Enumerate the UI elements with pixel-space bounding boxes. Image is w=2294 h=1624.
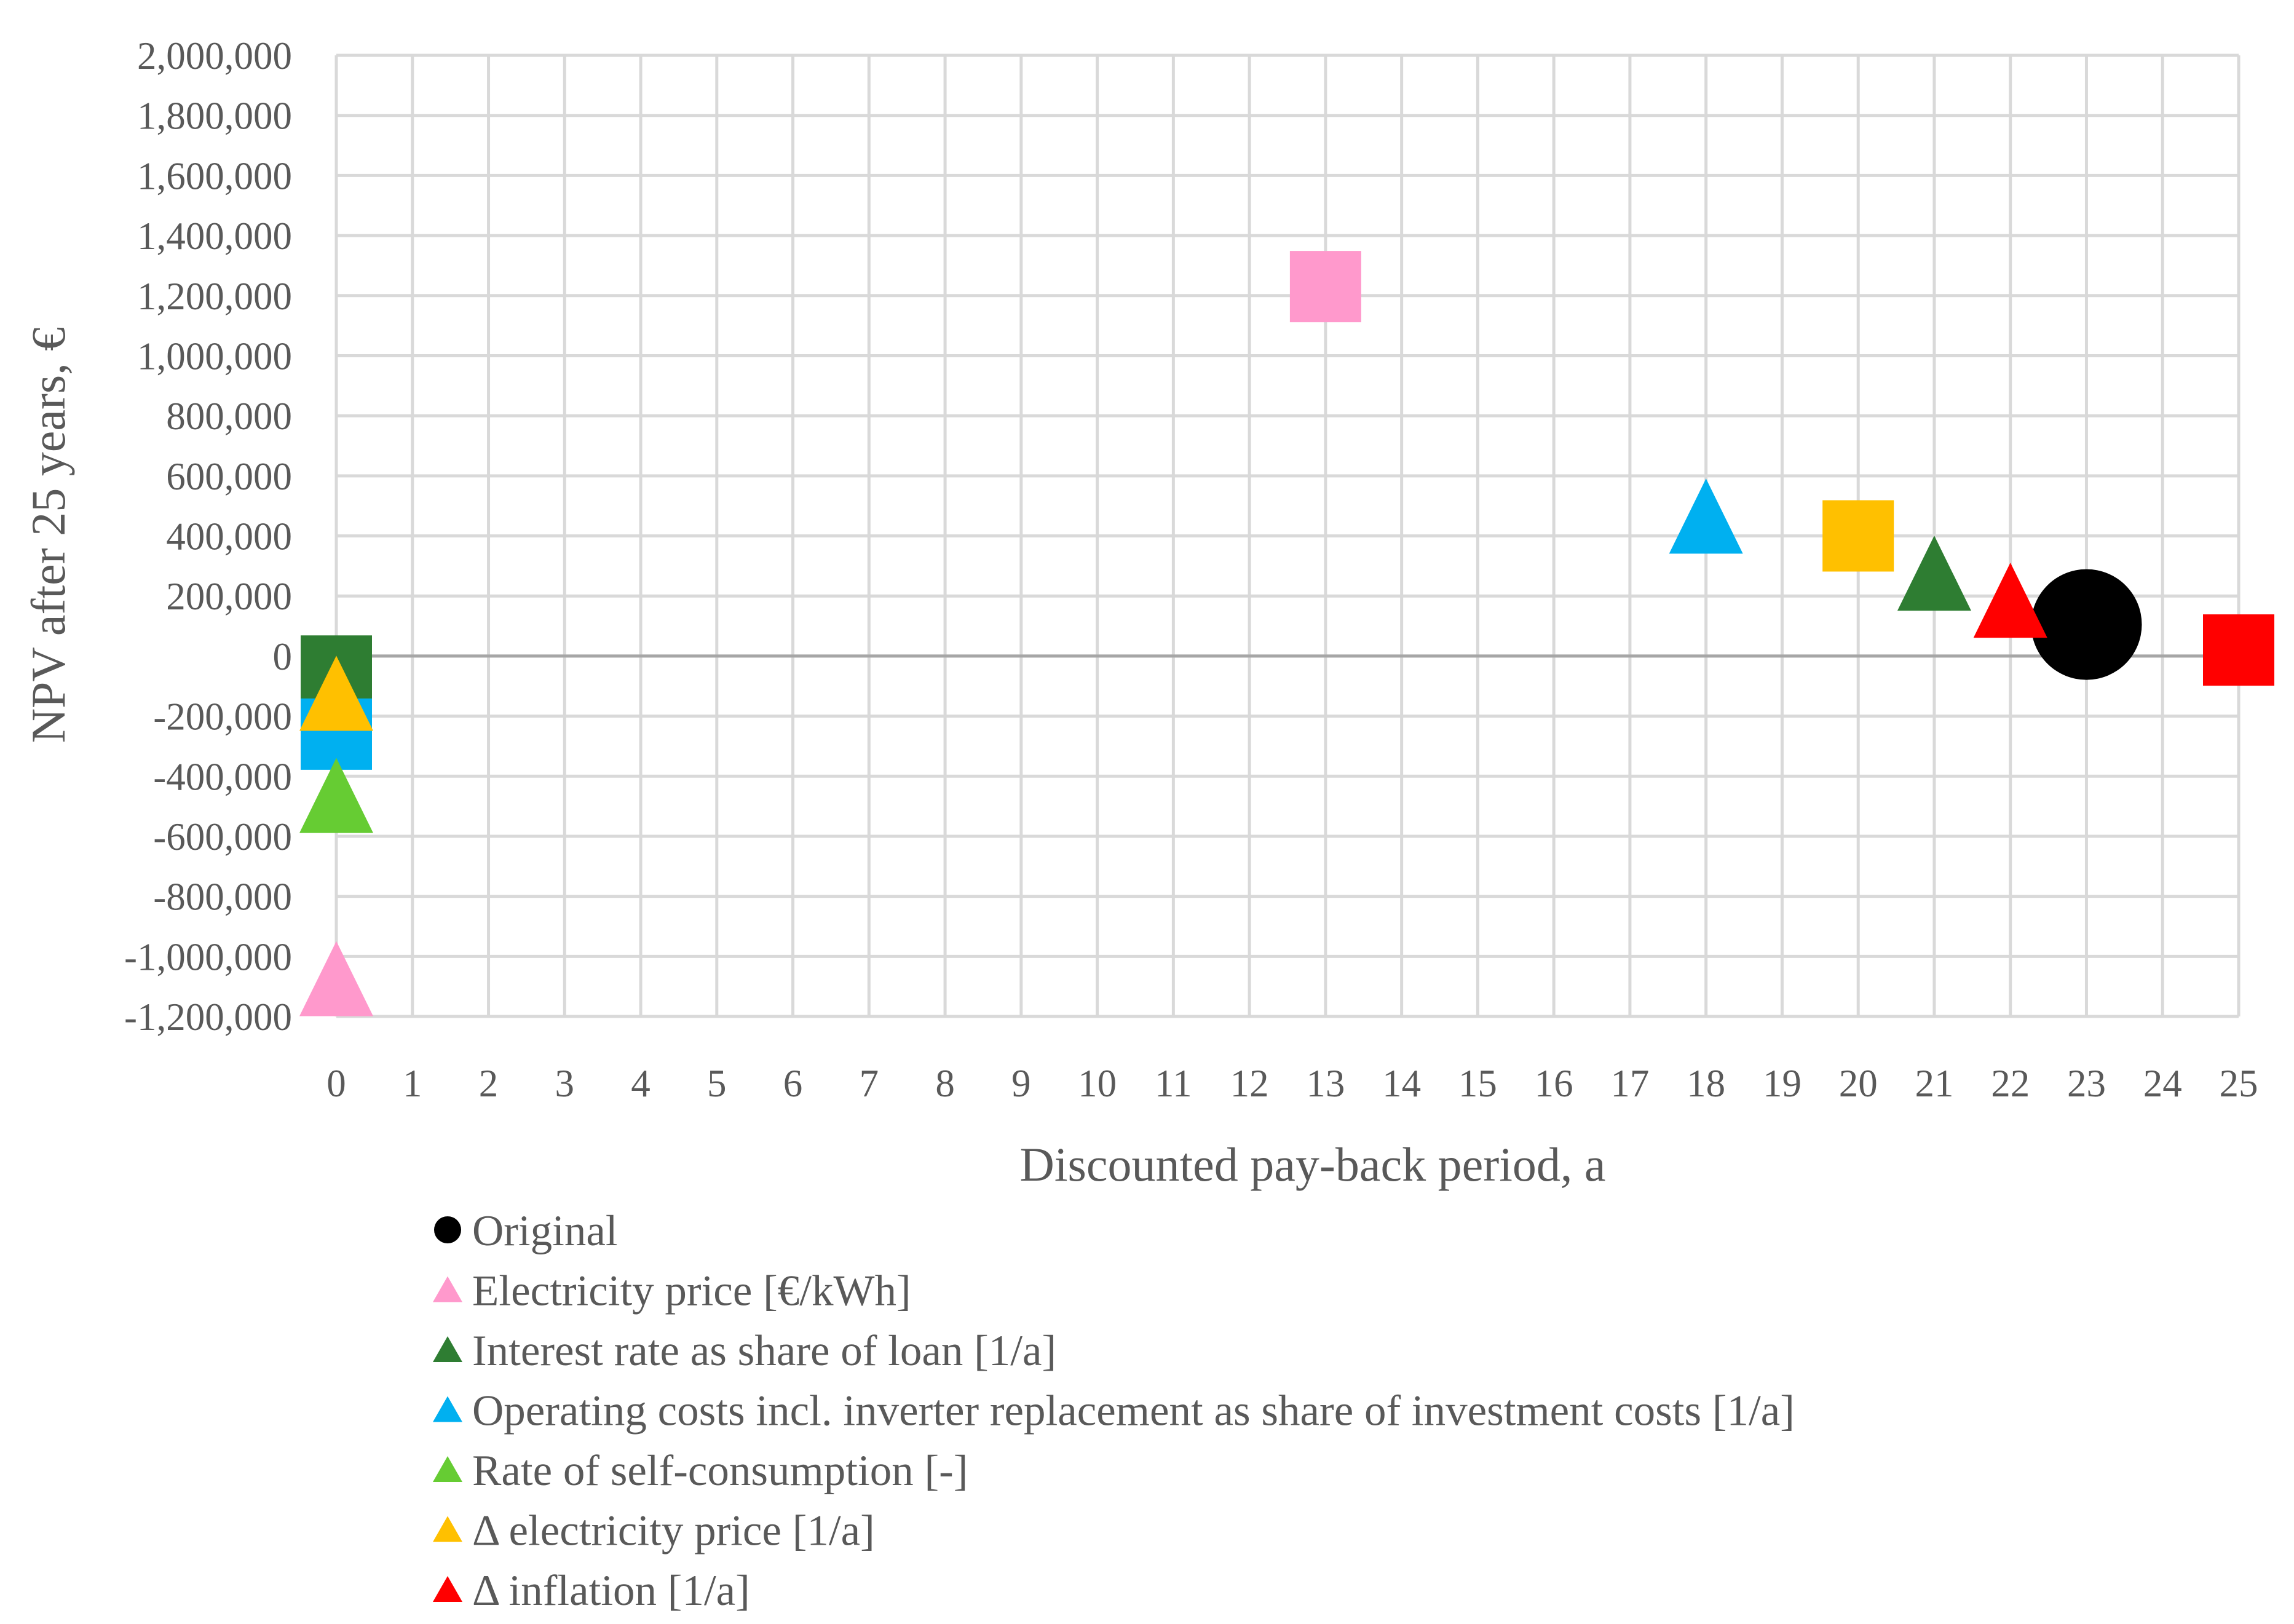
y-tick-label: 1,200,000	[137, 275, 292, 318]
x-tick-label: 19	[1763, 1062, 1802, 1105]
legend-marker	[433, 1396, 462, 1422]
x-tick-label: 16	[1535, 1062, 1573, 1105]
legend-item[interactable]: Electricity price [€/kWh]	[433, 1267, 911, 1315]
data-point-triangle	[1973, 563, 2047, 638]
data-point-triangle	[299, 656, 373, 731]
grid	[334, 53, 2241, 1018]
x-tick-label: 17	[1610, 1062, 1649, 1105]
y-tick-label: 1,600,000	[137, 154, 292, 197]
x-tick-label: 4	[631, 1062, 651, 1105]
y-axis-tick-labels: 2,000,000 1,800,000 1,600,000 1,400,000 1,20…	[124, 34, 292, 1039]
legend-marker	[434, 1216, 461, 1243]
y-tick-label: 1,400,000	[137, 215, 292, 258]
y-tick-label: 200,000	[166, 575, 292, 618]
x-tick-label: 6	[783, 1062, 803, 1105]
y-tick-label: -1,000,000	[124, 935, 292, 978]
x-tick-label: 2	[479, 1062, 499, 1105]
data-point-square	[1822, 500, 1894, 572]
legend-item[interactable]: Original	[434, 1207, 618, 1255]
legend-item[interactable]: Δ inflation [1/a]	[433, 1567, 750, 1615]
y-tick-label: 400,000	[166, 515, 292, 558]
legend-marker	[433, 1276, 462, 1302]
y-tick-label: -400,000	[153, 755, 292, 798]
x-tick-label: 11	[1155, 1062, 1192, 1105]
x-tick-label: 13	[1306, 1062, 1345, 1105]
x-tick-label: 20	[1839, 1062, 1878, 1105]
x-tick-label: 0	[326, 1062, 346, 1105]
legend-label: Δ inflation [1/a]	[472, 1567, 750, 1615]
x-tick-label: 21	[1915, 1062, 1953, 1105]
legend-label: Original	[472, 1207, 618, 1255]
y-tick-label: -800,000	[153, 876, 292, 919]
x-tick-label: 15	[1458, 1062, 1497, 1105]
data-point-square	[2203, 614, 2274, 686]
y-tick-label: -1,200,000	[124, 996, 292, 1039]
x-tick-label: 14	[1382, 1062, 1421, 1105]
legend[interactable]: Original Electricity price [€/kWh] Interes…	[433, 1207, 1795, 1615]
data-point-circle	[2031, 569, 2142, 680]
legend-label: Operating costs incl. inverter replaceme…	[472, 1387, 1795, 1435]
x-tick-label: 25	[2220, 1062, 2258, 1105]
legend-item[interactable]: Rate of self-consumption [-]	[433, 1447, 968, 1495]
legend-marker	[433, 1576, 462, 1602]
legend-marker	[433, 1456, 462, 1482]
data-point-triangle	[1669, 478, 1743, 554]
y-axis-title: NPV after 25 years, €	[22, 327, 75, 743]
legend-item[interactable]: Operating costs incl. inverter replaceme…	[433, 1387, 1795, 1435]
legend-label: Interest rate as share of loan [1/a]	[472, 1327, 1056, 1375]
legend-item[interactable]: Interest rate as share of loan [1/a]	[433, 1327, 1056, 1375]
x-tick-label: 3	[555, 1062, 575, 1105]
y-tick-label: 600,000	[166, 455, 292, 498]
data-point-triangle	[299, 758, 373, 833]
legend-label: Rate of self-consumption [-]	[472, 1447, 968, 1495]
legend-marker	[433, 1336, 462, 1362]
y-tick-label: 0	[273, 635, 293, 678]
legend-label: Electricity price [€/kWh]	[472, 1267, 911, 1315]
legend-marker	[433, 1516, 462, 1542]
x-axis-title: Discounted pay-back period, a	[1020, 1138, 1606, 1191]
data-point-square	[1289, 251, 1361, 323]
x-tick-label: 5	[707, 1062, 727, 1105]
x-tick-label: 10	[1078, 1062, 1117, 1105]
data-point-triangle	[1897, 536, 1971, 611]
y-tick-label: 2,000,000	[137, 34, 292, 77]
x-tick-label: 18	[1687, 1062, 1725, 1105]
x-tick-label: 23	[2067, 1062, 2106, 1105]
y-tick-label: 1,800,000	[137, 95, 292, 138]
x-axis-tick-labels: 0 1 2 3 4 5 6 7 8 9 10 11 12 13 14 15 16 17 18 19 20 21 22 23 24…	[326, 1062, 2258, 1105]
x-tick-label: 1	[403, 1062, 422, 1105]
y-tick-label: 1,000,000	[137, 335, 292, 378]
data-point-triangle	[299, 941, 373, 1016]
legend-label: Δ electricity price [1/a]	[472, 1507, 875, 1555]
x-tick-label: 24	[2143, 1062, 2182, 1105]
data-points	[299, 251, 2274, 1016]
y-tick-label: -200,000	[153, 695, 292, 739]
x-tick-label: 7	[860, 1062, 879, 1105]
x-tick-label: 22	[1991, 1062, 2030, 1105]
y-tick-label: -600,000	[153, 815, 292, 858]
y-tick-label: 800,000	[166, 395, 292, 438]
x-tick-label: 8	[935, 1062, 955, 1105]
x-tick-label: 9	[1011, 1062, 1031, 1105]
x-tick-label: 12	[1230, 1062, 1269, 1105]
legend-item[interactable]: Δ electricity price [1/a]	[433, 1507, 875, 1555]
